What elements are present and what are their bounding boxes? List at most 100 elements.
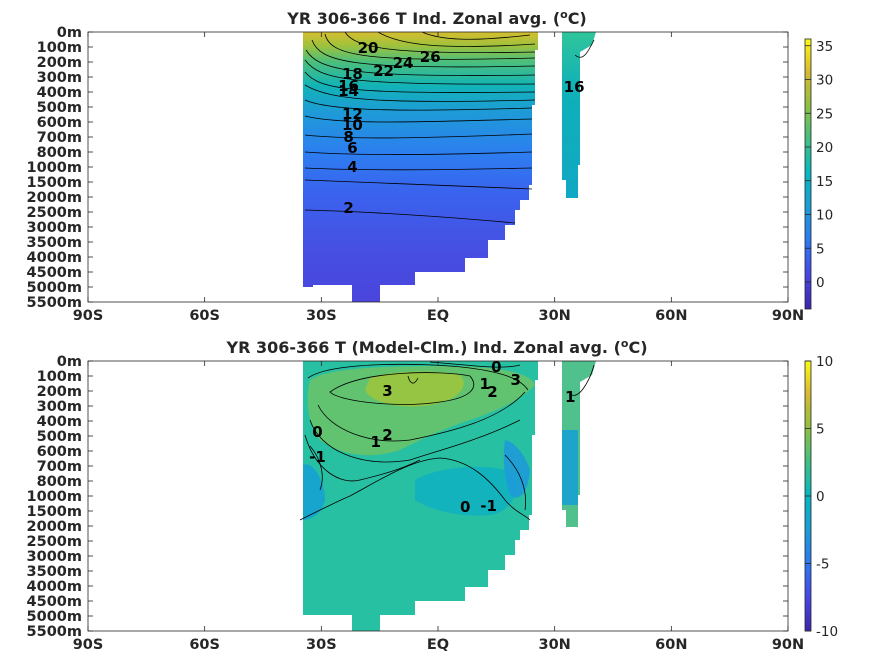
y-tick-label: 2500m bbox=[27, 205, 82, 221]
contour-label: 22 bbox=[373, 62, 394, 80]
y-tick-label: 4000m bbox=[27, 579, 82, 595]
x-tick-label: 30S bbox=[306, 308, 337, 324]
y-tick-label: 2000m bbox=[27, 190, 82, 206]
contour-label: 4 bbox=[347, 158, 357, 176]
y-tick-label: 100m bbox=[37, 369, 82, 385]
y-tick-label: 1500m bbox=[27, 175, 82, 191]
x-tick-label: 60N bbox=[655, 308, 687, 324]
y-tick-label: 1000m bbox=[27, 160, 82, 176]
bottom-y-axis: 0m100m200m300m400m500m600m700m800m1000m1… bbox=[27, 354, 788, 640]
colorbar-tick-label: 25 bbox=[816, 106, 833, 122]
contour-label: 8 bbox=[343, 128, 353, 146]
colorbar-tick-label: 0 bbox=[816, 275, 825, 291]
bottom-colorbar-ticks: 10 5 0 -5 -10 bbox=[805, 354, 838, 640]
contour-label: 0 bbox=[312, 423, 322, 441]
y-tick-label: 300m bbox=[37, 399, 82, 415]
bottom-x-axis: 90S 60S 30S EQ 30N 60N 90N bbox=[73, 361, 804, 653]
top-contours bbox=[304, 32, 595, 224]
x-tick-label: 30S bbox=[306, 637, 337, 653]
contour-label: -1 bbox=[309, 448, 326, 466]
colorbar-tick-label: -5 bbox=[816, 557, 829, 573]
top-chart-title: YR 306-366 T Ind. Zonal avg. (oC) bbox=[286, 8, 587, 28]
y-tick-label: 500m bbox=[37, 100, 82, 116]
bottom-north-sea-cool bbox=[562, 430, 578, 505]
y-tick-label: 5000m bbox=[27, 280, 82, 296]
contour-label: 1 bbox=[371, 433, 381, 451]
colorbar-tick-label: 15 bbox=[816, 174, 833, 190]
bottom-hot-spot bbox=[365, 371, 464, 407]
y-tick-label: 4000m bbox=[27, 250, 82, 266]
y-tick-label: 3500m bbox=[27, 235, 82, 251]
contour-label: 16 bbox=[564, 78, 585, 96]
y-tick-label: 500m bbox=[37, 429, 82, 445]
y-tick-label: 1500m bbox=[27, 504, 82, 520]
y-tick-label: 4500m bbox=[27, 265, 82, 281]
bottom-cool-east bbox=[503, 440, 530, 498]
colorbar-tick-label: 30 bbox=[816, 73, 833, 89]
bottom-contours bbox=[299, 361, 595, 521]
contour-label: 3 bbox=[382, 382, 392, 400]
x-tick-label: 90N bbox=[772, 637, 804, 653]
top-heatmap-basin bbox=[303, 32, 538, 302]
y-tick-label: 5500m bbox=[27, 624, 82, 640]
y-tick-label: 5000m bbox=[27, 609, 82, 625]
y-tick-label: 100m bbox=[37, 40, 82, 56]
contour-label: 14 bbox=[338, 82, 359, 100]
y-tick-label: 3000m bbox=[27, 220, 82, 236]
x-tick-label: 60N bbox=[655, 637, 687, 653]
x-tick-label: 60S bbox=[189, 637, 220, 653]
x-tick-label: 30N bbox=[539, 308, 571, 324]
colorbar-tick-label: 35 bbox=[816, 39, 833, 55]
contour-label: 1 bbox=[479, 375, 489, 393]
contour-label: 26 bbox=[420, 48, 441, 66]
x-tick-label: 90S bbox=[73, 637, 104, 653]
y-tick-label: 700m bbox=[37, 459, 82, 475]
y-tick-label: 400m bbox=[37, 414, 82, 430]
y-tick-label: 800m bbox=[37, 145, 82, 161]
top-chart: YR 306-366 T Ind. Zonal avg. (oC) bbox=[27, 8, 834, 324]
top-heatmap-north-sea bbox=[558, 32, 596, 198]
x-tick-label: 90S bbox=[73, 308, 104, 324]
top-colorbar: 35 30 25 20 15 10 5 0 bbox=[804, 38, 833, 310]
y-tick-label: 3000m bbox=[27, 549, 82, 565]
y-tick-label: 300m bbox=[37, 70, 82, 86]
colorbar-tick-label: 5 bbox=[816, 422, 825, 438]
contour-label: 3 bbox=[511, 371, 521, 389]
contour-label: 6 bbox=[347, 139, 357, 157]
y-tick-label: 5500m bbox=[27, 295, 82, 311]
y-tick-label: 200m bbox=[37, 384, 82, 400]
contour-label: 2 bbox=[343, 199, 353, 217]
x-tick-label: 60S bbox=[189, 308, 220, 324]
x-tick-label: EQ bbox=[427, 308, 449, 324]
y-tick-label: 2000m bbox=[27, 519, 82, 535]
colorbar-tick-label: 20 bbox=[816, 140, 833, 156]
contour-label: 10 bbox=[342, 116, 363, 134]
bottom-chart: YR 306-366 T (Model-Clm.) Ind. Zonal avg… bbox=[27, 337, 839, 653]
y-tick-label: 0m bbox=[57, 354, 82, 370]
colorbar-tick-label: -10 bbox=[816, 624, 838, 640]
bottom-chart-title: YR 306-366 T (Model-Clm.) Ind. Zonal avg… bbox=[225, 337, 647, 357]
contour-label: 0 bbox=[460, 498, 470, 516]
y-tick-label: 0m bbox=[57, 25, 82, 41]
y-tick-label: 800m bbox=[37, 474, 82, 490]
contour-label: -1 bbox=[480, 497, 497, 515]
colorbar-tick-label: 5 bbox=[816, 241, 825, 257]
contour-label: 18 bbox=[342, 65, 363, 83]
contour-label: 20 bbox=[358, 39, 379, 57]
x-tick-label: 30N bbox=[539, 637, 571, 653]
top-colorbar-ticks: 35 30 25 20 15 10 5 0 bbox=[805, 39, 833, 291]
bottom-cool-central bbox=[415, 466, 517, 516]
colorbar-tick-label: 0 bbox=[816, 489, 825, 505]
colorbar-tick-label: 10 bbox=[816, 208, 833, 224]
top-y-axis: 0m100m200m300m400m500m600m700m800m1000m1… bbox=[27, 25, 788, 311]
top-colorbar-bar bbox=[804, 38, 812, 310]
contour-label: 24 bbox=[393, 54, 414, 72]
contour-label: 2 bbox=[487, 383, 497, 401]
y-tick-label: 200m bbox=[37, 55, 82, 71]
y-tick-label: 1000m bbox=[27, 489, 82, 505]
